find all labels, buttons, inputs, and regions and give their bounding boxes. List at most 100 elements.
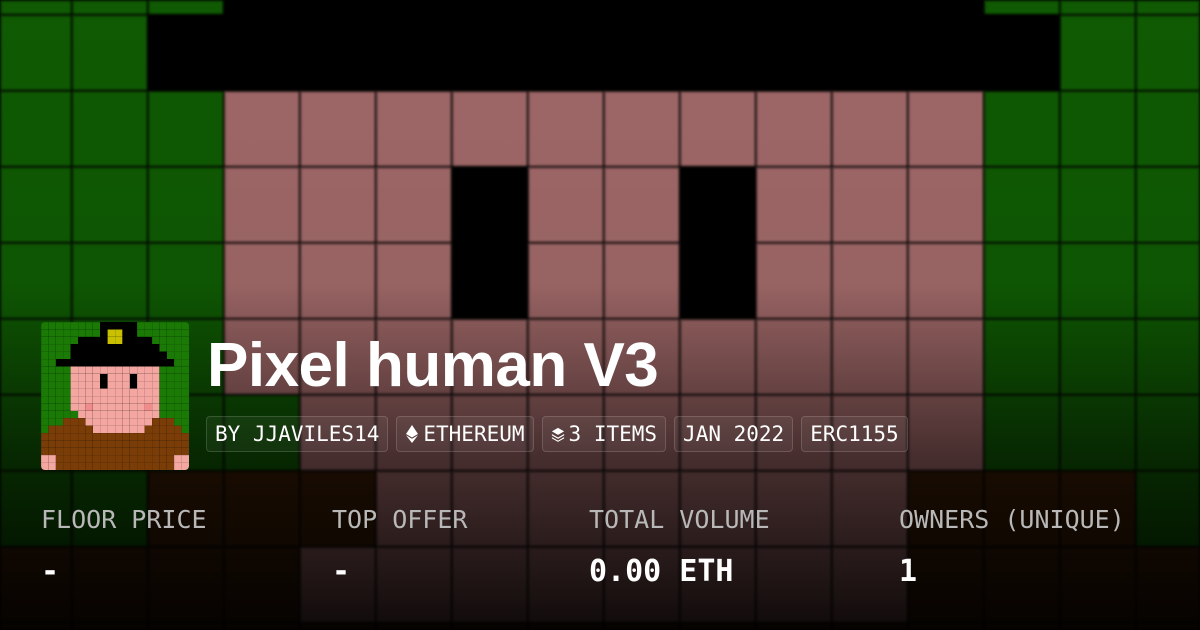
pixel — [85, 351, 93, 360]
pixel — [48, 462, 56, 470]
pixel — [114, 455, 123, 463]
pixel — [114, 336, 123, 345]
pixel — [181, 418, 189, 426]
pixel — [122, 462, 130, 470]
pixel — [144, 388, 153, 397]
pixel — [85, 447, 93, 456]
pixel — [181, 358, 189, 367]
pixel — [114, 344, 123, 352]
pixel — [41, 432, 49, 441]
pixel — [159, 395, 167, 404]
pixel — [174, 336, 182, 345]
pixel — [137, 425, 145, 434]
pixel — [174, 410, 182, 419]
pixel — [151, 440, 160, 448]
pixel — [85, 395, 93, 404]
pixel — [92, 440, 101, 448]
pixel — [77, 336, 86, 345]
pixel — [77, 366, 86, 374]
pixel — [107, 440, 116, 448]
pixel — [129, 440, 138, 448]
pixel — [41, 388, 49, 397]
pixel — [85, 388, 93, 397]
pixel — [159, 373, 167, 382]
pixel — [181, 322, 189, 330]
pixel — [85, 462, 93, 470]
pixel — [70, 410, 79, 419]
pixel — [114, 440, 123, 448]
pixel — [85, 344, 93, 352]
pixel — [122, 351, 130, 360]
chain-badge: ETHEREUM — [396, 416, 534, 452]
pixel — [122, 388, 130, 397]
pixel — [92, 388, 101, 397]
pixel — [63, 418, 71, 426]
pixel — [48, 425, 56, 434]
pixel — [70, 336, 79, 345]
pixel — [92, 322, 101, 330]
pixel — [137, 403, 145, 411]
pixel — [70, 381, 79, 389]
pixel — [48, 329, 56, 337]
pixel — [144, 358, 153, 367]
collection-avatar — [41, 322, 189, 470]
creator-badge[interactable]: BY JJAVILES14 — [206, 416, 389, 452]
pixel — [159, 329, 167, 337]
pixel — [92, 455, 101, 463]
pixel — [144, 336, 153, 345]
pixel — [159, 381, 167, 389]
pixel — [55, 462, 64, 470]
pixel — [107, 447, 116, 456]
pixel — [114, 322, 123, 330]
pixel — [114, 447, 123, 456]
pixel — [166, 336, 175, 345]
pixel — [70, 462, 79, 470]
pixel — [55, 344, 64, 352]
pixel — [63, 344, 71, 352]
pixel — [48, 440, 56, 448]
pixel — [174, 462, 182, 470]
pixel — [122, 336, 130, 345]
pixel — [55, 418, 64, 426]
pixel — [41, 344, 49, 352]
collection-badges: BY JJAVILES14 ETHEREUM 3 ITEMS JAN 2022 … — [206, 416, 908, 452]
pixel — [55, 403, 64, 411]
pixel — [41, 381, 49, 389]
pixel — [100, 366, 108, 374]
pixel — [70, 329, 79, 337]
pixel — [159, 440, 167, 448]
pixel — [137, 322, 145, 330]
pixel — [129, 425, 138, 434]
pixel — [48, 410, 56, 419]
pixel — [63, 447, 71, 456]
pixel — [41, 455, 49, 463]
pixel — [159, 366, 167, 374]
stat-owners: OWNERS (UNIQUE) 1 — [899, 505, 1125, 589]
pixel — [181, 366, 189, 374]
pixel — [144, 351, 153, 360]
pixel — [159, 410, 167, 419]
pixel — [144, 418, 153, 426]
pixel — [63, 336, 71, 345]
pixel — [55, 455, 64, 463]
pixel — [55, 381, 64, 389]
pixel — [122, 447, 130, 456]
pixel — [63, 403, 71, 411]
pixel — [122, 425, 130, 434]
pixel — [166, 462, 175, 470]
pixel — [159, 388, 167, 397]
pixel — [77, 432, 86, 441]
pixel — [55, 373, 64, 382]
pixel — [92, 395, 101, 404]
pixel — [107, 344, 116, 352]
pixel — [92, 329, 101, 337]
pixel — [137, 388, 145, 397]
pixel — [114, 403, 123, 411]
pixel — [151, 425, 160, 434]
pixel — [70, 395, 79, 404]
pixel — [181, 373, 189, 382]
pixel — [114, 381, 123, 389]
pixel — [63, 351, 71, 360]
pixel — [77, 410, 86, 419]
